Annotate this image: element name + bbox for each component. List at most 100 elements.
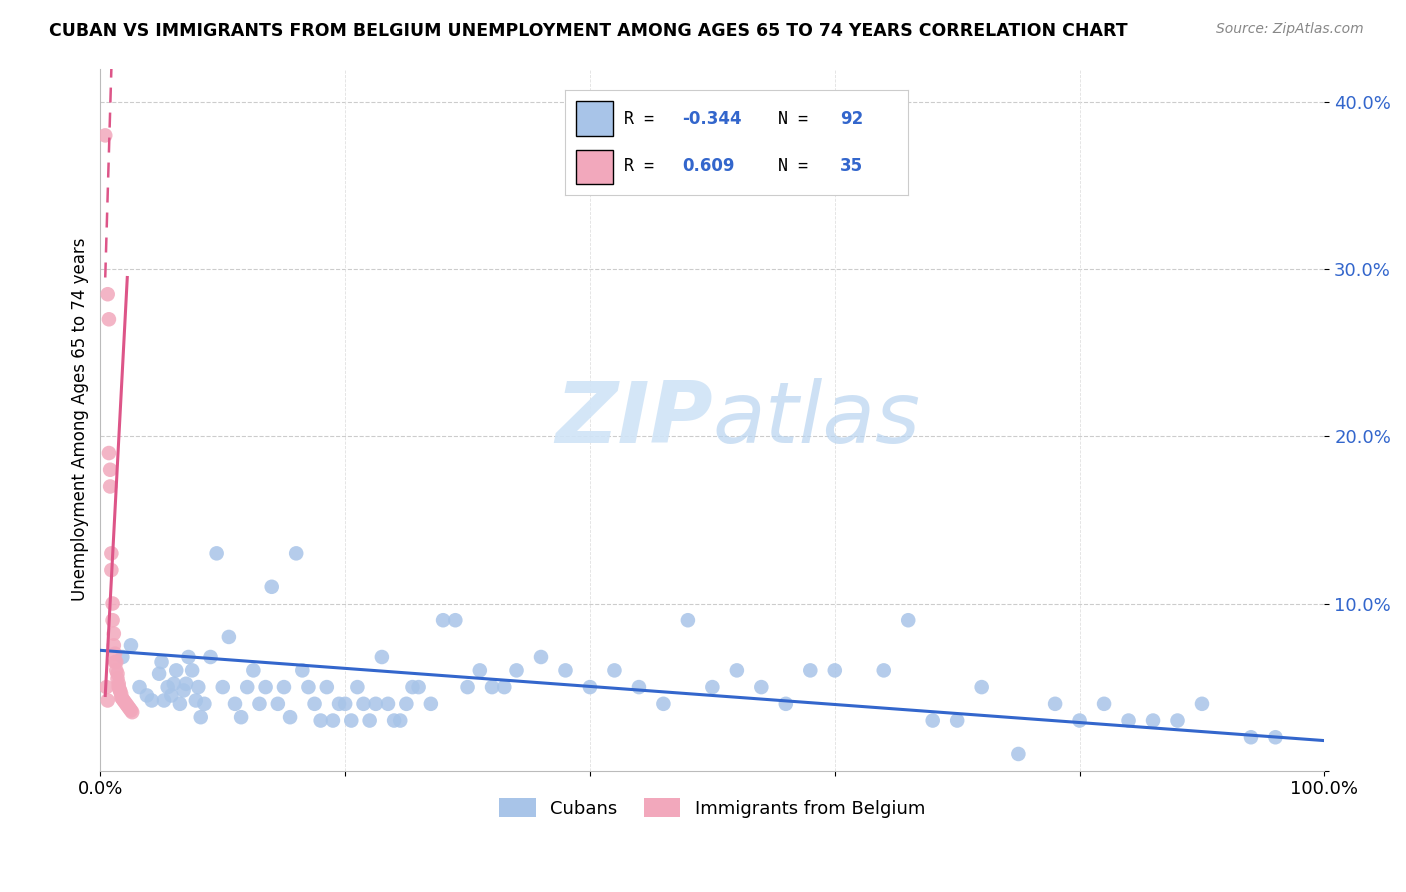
Point <box>444 613 467 627</box>
Point <box>118 702 141 716</box>
Point <box>115 697 138 711</box>
Point <box>108 683 131 698</box>
Text: ZIP: ZIP <box>555 378 713 461</box>
Legend: Cubans, Immigrants from Belgium: Cubans, Immigrants from Belgium <box>492 791 932 825</box>
Point <box>97 446 120 460</box>
Point <box>120 704 142 718</box>
Point <box>285 546 308 560</box>
Point <box>1240 731 1263 745</box>
Point <box>340 714 363 728</box>
Point <box>304 697 326 711</box>
Point <box>160 689 183 703</box>
Point <box>1191 697 1213 711</box>
Point <box>97 287 120 301</box>
Point <box>273 680 295 694</box>
Point <box>165 664 187 678</box>
Point <box>229 710 252 724</box>
Point <box>242 664 264 678</box>
Point <box>457 680 479 694</box>
Point <box>224 697 246 711</box>
Point <box>169 697 191 711</box>
Point <box>153 693 176 707</box>
Point <box>100 546 122 560</box>
Point <box>1118 714 1140 728</box>
Point <box>432 613 454 627</box>
Point <box>117 700 139 714</box>
Point <box>173 683 195 698</box>
Point <box>725 664 748 678</box>
Point <box>267 697 290 711</box>
Point <box>121 705 143 719</box>
Point <box>481 680 503 694</box>
Point <box>775 697 797 711</box>
Point <box>799 664 821 678</box>
Point <box>359 714 381 728</box>
Point <box>105 664 128 678</box>
Point <box>322 714 344 728</box>
Y-axis label: Unemployment Among Ages 65 to 74 years: Unemployment Among Ages 65 to 74 years <box>72 238 89 601</box>
Point <box>249 697 271 711</box>
Point <box>309 714 332 728</box>
Text: atlas: atlas <box>713 378 921 461</box>
Point <box>1142 714 1164 728</box>
Point <box>468 664 491 678</box>
Point <box>101 613 124 627</box>
Point <box>111 691 134 706</box>
Point <box>505 664 527 678</box>
Point <box>177 650 200 665</box>
Point <box>395 697 418 711</box>
Point <box>921 714 943 728</box>
Point <box>1007 747 1029 761</box>
Point <box>579 680 602 694</box>
Point <box>364 697 387 711</box>
Point <box>236 680 259 694</box>
Point <box>1069 714 1091 728</box>
Point <box>112 693 135 707</box>
Point <box>107 672 129 686</box>
Point <box>104 647 127 661</box>
Point <box>107 677 129 691</box>
Point <box>419 697 441 711</box>
Point <box>346 680 368 694</box>
Point <box>382 714 405 728</box>
Point <box>205 546 228 560</box>
Point <box>103 638 125 652</box>
Point <box>128 680 150 694</box>
Point <box>98 463 121 477</box>
Point <box>100 563 122 577</box>
Point <box>97 312 120 326</box>
Point <box>150 655 173 669</box>
Point <box>260 580 283 594</box>
Point <box>117 698 139 713</box>
Point <box>211 680 233 694</box>
Point <box>278 710 301 724</box>
Point <box>107 680 129 694</box>
Point <box>946 714 969 728</box>
Point <box>554 664 576 678</box>
Point <box>200 650 222 665</box>
Point <box>749 680 772 694</box>
Point <box>254 680 277 694</box>
Point <box>702 680 724 694</box>
Point <box>291 664 314 678</box>
Point <box>389 714 412 728</box>
Point <box>114 695 136 709</box>
Point <box>676 613 699 627</box>
Point <box>190 710 212 724</box>
Point <box>218 630 240 644</box>
Point <box>1166 714 1188 728</box>
Point <box>156 680 179 694</box>
Point <box>401 680 423 694</box>
Text: CUBAN VS IMMIGRANTS FROM BELGIUM UNEMPLOYMENT AMONG AGES 65 TO 74 YEARS CORRELAT: CUBAN VS IMMIGRANTS FROM BELGIUM UNEMPLO… <box>49 22 1128 40</box>
Point <box>897 613 920 627</box>
Point <box>494 680 516 694</box>
Point <box>98 479 121 493</box>
Point <box>371 650 394 665</box>
Point <box>297 680 319 694</box>
Point <box>377 697 399 711</box>
Point <box>104 655 127 669</box>
Point <box>603 664 626 678</box>
Point <box>328 697 350 711</box>
Point <box>333 697 356 711</box>
Point <box>181 664 204 678</box>
